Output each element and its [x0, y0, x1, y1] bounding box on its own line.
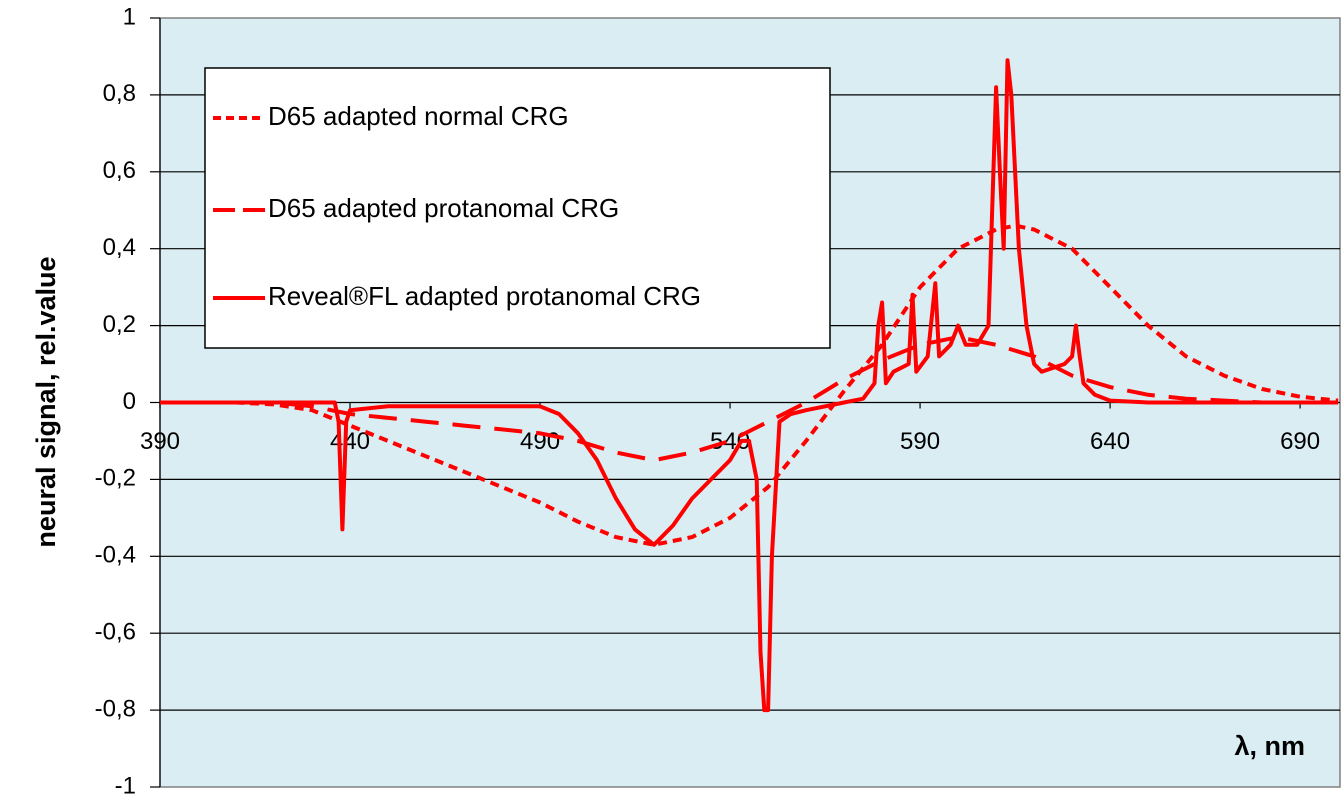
legend-label: D65 adapted normal CRG — [268, 101, 569, 131]
y-tick-label: 0 — [123, 388, 136, 415]
y-tick-label: -0,6 — [95, 619, 136, 646]
x-tick-label: 440 — [330, 428, 370, 455]
x-tick-label: 390 — [140, 428, 180, 455]
y-tick-label: -0,4 — [95, 542, 136, 569]
series-line — [160, 223, 1339, 547]
legend-label: D65 adapted protanomal CRG — [268, 193, 619, 223]
y-tick-label: -1 — [115, 772, 136, 799]
y-tick-label: 0,6 — [103, 157, 136, 184]
y-axis-title: neural signal, rel.value — [31, 256, 61, 547]
series-line — [160, 335, 1339, 463]
legend-label: Reveal®FL adapted protanomal CRG — [268, 281, 701, 311]
y-tick-label: -0,2 — [95, 465, 136, 492]
series-line — [160, 58, 1339, 713]
legend: D65 adapted normal CRG D65 adapted protan… — [204, 67, 831, 349]
x-tick-label: 590 — [900, 428, 940, 455]
y-tick-label: 0,8 — [103, 80, 136, 107]
x-tick-label: 690 — [1280, 428, 1320, 455]
y-tick-label: -0,8 — [95, 695, 136, 722]
y-tick-label: 0,2 — [103, 311, 136, 338]
legend-box — [204, 67, 831, 349]
x-tick-label: 640 — [1090, 428, 1130, 455]
y-tick-label: 1 — [123, 3, 136, 30]
x-axis-title: λ, nm — [1234, 731, 1305, 761]
y-tick-label: 0,4 — [103, 234, 136, 261]
